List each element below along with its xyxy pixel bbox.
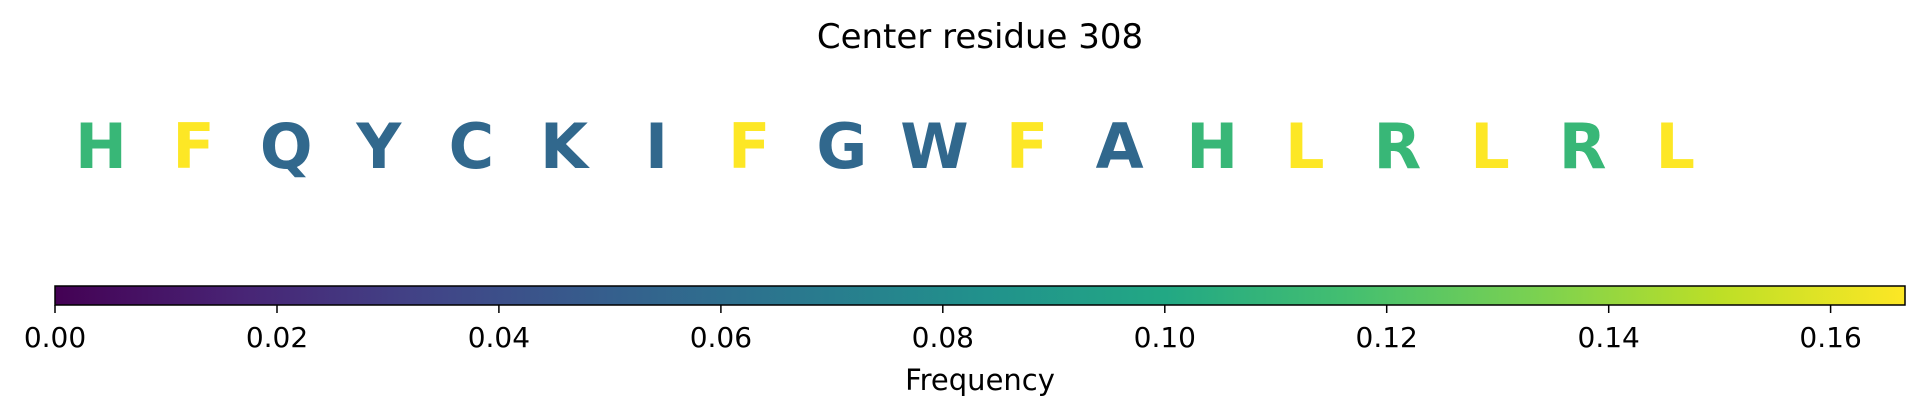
residue-letter: F (728, 110, 770, 183)
colorbar-tick-label: 0.06 (690, 321, 752, 354)
residue-letter: K (540, 110, 590, 183)
residue-letter: C (449, 110, 495, 183)
residue-letter: R (1559, 110, 1607, 183)
residue-letter: Y (355, 110, 402, 183)
colorbar-tick-label: 0.00 (24, 321, 86, 354)
colorbar-tick-label: 0.08 (912, 321, 974, 354)
residue-letter: I (645, 110, 668, 183)
residue-letter: G (816, 110, 867, 183)
colorbar-label: Frequency (905, 363, 1055, 397)
colorbar-ticks: 0.00 0.02 0.04 0.06 0.08 0.10 0.12 0.14 0.16 (24, 305, 1862, 354)
residue-letter: R (1374, 110, 1422, 183)
residue-letter: W (900, 110, 968, 183)
colorbar-tick-label: 0.02 (246, 321, 308, 354)
residue-letter: L (1655, 110, 1695, 183)
residue-letter: L (1470, 110, 1510, 183)
colorbar-tick-label: 0.04 (468, 321, 530, 354)
residue-letter: F (1006, 110, 1048, 183)
residue-letter: L (1285, 110, 1325, 183)
colorbar-tick-label: 0.16 (1799, 321, 1861, 354)
colorbar-tick-label: 0.10 (1134, 321, 1196, 354)
colorbar-tick-label: 0.12 (1356, 321, 1418, 354)
residue-letter: Q (260, 110, 313, 183)
residue-letter: H (1186, 110, 1238, 183)
residue-letter: H (75, 110, 127, 183)
colorbar-tick-label: 0.14 (1578, 321, 1640, 354)
residue-letter: F (172, 110, 214, 183)
chart-title: Center residue 308 (817, 17, 1143, 57)
colorbar (54, 285, 1906, 306)
residue-letter: A (1096, 110, 1144, 183)
